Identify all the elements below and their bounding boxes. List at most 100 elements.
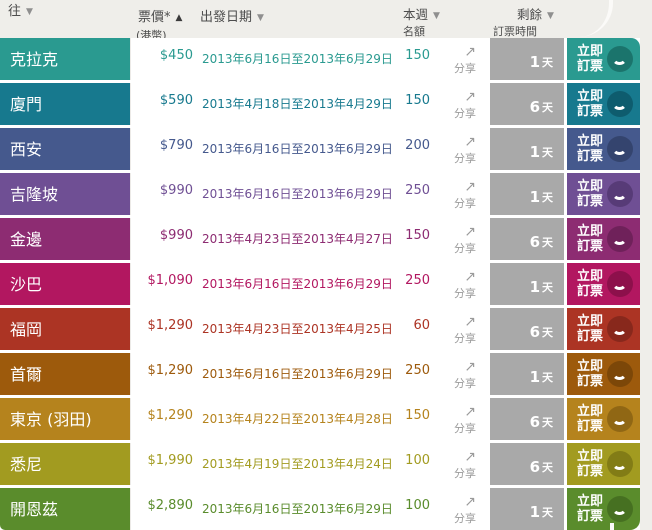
book-circle-icon — [607, 316, 633, 342]
spacer — [393, 47, 405, 80]
book-circle-icon — [607, 496, 633, 522]
price-value: $1,290 — [147, 408, 194, 423]
sort-down-icon: ▼ — [26, 7, 33, 17]
price-value: $790 — [159, 138, 193, 153]
table-header: 往 ▼ 票價* ▲ (港幣) 出發日期 ▼ 本週 ▼ 名額 剩餘 ▼ 訂票時間 — [0, 0, 652, 42]
weekly-quota-value: 150 — [405, 408, 430, 423]
book-now-button[interactable]: 立即 訂票 — [567, 173, 640, 215]
book-now-button[interactable]: 立即 訂票 — [567, 353, 640, 395]
remaining-days-value: 1 — [529, 143, 540, 161]
book-now-button[interactable]: 立即 訂票 — [567, 83, 640, 125]
price-value: $2,890 — [147, 498, 194, 513]
share-label: 分享 — [454, 422, 476, 435]
spacer — [393, 452, 405, 485]
day-unit-label: 天 — [542, 56, 553, 69]
remaining-days-value: 1 — [529, 503, 540, 521]
smile-arc-icon — [612, 51, 627, 65]
fare-details: $1,090 2013年6月16日至2013年6月29日 250 ↗ 分享 — [130, 263, 490, 305]
book-now-button[interactable]: 立即 訂票 — [567, 398, 640, 440]
smile-arc-icon — [612, 321, 627, 335]
share-arrow-icon: ↗ — [464, 89, 476, 105]
remaining-days-value: 6 — [529, 458, 540, 476]
remaining-days-value: 6 — [529, 233, 540, 251]
book-now-button[interactable]: 立即 訂票 — [567, 443, 640, 485]
book-circle-icon — [607, 271, 633, 297]
share-link[interactable]: ↗ 分享 — [446, 225, 476, 260]
destination-cell: 西安 — [0, 128, 130, 170]
column-label: 剩餘 — [517, 7, 543, 22]
fare-details: $1,990 2013年4月19日至2013年4月24日 100 ↗ 分享 — [130, 443, 490, 485]
price-value: $1,290 — [147, 318, 194, 333]
day-unit-label: 天 — [542, 146, 553, 159]
fare-details: $990 2013年4月23日至2013年4月27日 150 ↗ 分享 — [130, 218, 490, 260]
book-now-button[interactable]: 立即 訂票 — [567, 38, 640, 80]
share-arrow-icon: ↗ — [464, 449, 476, 465]
share-link[interactable]: ↗ 分享 — [446, 359, 476, 395]
column-gap — [564, 443, 567, 485]
column-label: 往 — [8, 4, 22, 19]
book-now-button[interactable]: 立即 訂票 — [567, 218, 640, 260]
remaining-days-value: 1 — [529, 278, 540, 296]
spacer — [393, 272, 405, 305]
share-link[interactable]: ↗ 分享 — [446, 494, 476, 530]
day-unit-label: 天 — [542, 416, 553, 429]
spacer — [393, 317, 414, 350]
fare-row: 克拉克 $450 2013年6月16日至2013年6月29日 150 ↗ 分享 … — [0, 38, 640, 80]
departure-date-range: 2013年4月23日至2013年4月25日 — [202, 321, 393, 336]
column-sublabel: 訂票時間 — [493, 25, 537, 38]
column-header-weekly-quota[interactable]: 本週 ▼ 名額 — [403, 4, 440, 39]
fare-row: 廈門 $590 2013年4月18日至2013年4月29日 150 ↗ 分享 6… — [0, 83, 640, 125]
weekly-quota-value: 60 — [413, 318, 430, 333]
remaining-days-value: 1 — [529, 368, 540, 386]
share-link[interactable]: ↗ 分享 — [446, 315, 476, 350]
share-link[interactable]: ↗ 分享 — [446, 449, 476, 485]
share-arrow-icon: ↗ — [464, 44, 476, 60]
spacer — [393, 497, 405, 530]
share-link[interactable]: ↗ 分享 — [446, 405, 476, 440]
share-link[interactable]: ↗ 分享 — [446, 270, 476, 305]
price-value: $1,990 — [147, 453, 194, 468]
book-circle-icon — [607, 406, 633, 432]
day-unit-label: 天 — [542, 326, 553, 339]
share-label: 分享 — [454, 467, 476, 480]
column-label: 本週 — [403, 7, 429, 22]
book-now-button[interactable]: 立即 訂票 — [567, 308, 640, 350]
book-now-button[interactable]: 立即 訂票 — [567, 263, 640, 305]
fare-details: $450 2013年6月16日至2013年6月29日 150 ↗ 分享 — [130, 38, 490, 80]
share-link[interactable]: ↗ 分享 — [446, 89, 476, 125]
departure-date-range: 2013年4月19日至2013年4月24日 — [202, 456, 393, 471]
share-arrow-icon: ↗ — [464, 179, 476, 195]
remaining-days-value: 6 — [529, 413, 540, 431]
sort-down-icon: ▼ — [547, 11, 554, 21]
column-header-remaining-time[interactable]: 剩餘 ▼ 訂票時間 — [493, 4, 554, 39]
share-label: 分享 — [454, 197, 476, 210]
share-arrow-icon: ↗ — [464, 359, 476, 375]
destination-cell: 克拉克 — [0, 38, 130, 80]
share-link[interactable]: ↗ 分享 — [446, 179, 476, 215]
fare-details: $990 2013年6月16日至2013年6月29日 250 ↗ 分享 — [130, 173, 490, 215]
share-link[interactable]: ↗ 分享 — [446, 44, 476, 80]
column-sublabel: 名額 — [403, 25, 425, 38]
book-circle-icon — [607, 181, 633, 207]
column-header-departure-date[interactable]: 出發日期 ▼ — [200, 6, 264, 25]
share-label: 分享 — [454, 152, 476, 165]
book-now-button[interactable]: 立即 訂票 — [567, 488, 640, 530]
column-label: 票價* — [138, 10, 171, 25]
destination-cell: 首爾 — [0, 353, 130, 395]
weekly-quota-value: 150 — [405, 93, 430, 108]
share-arrow-icon: ↗ — [464, 494, 476, 510]
book-now-label: 立即 訂票 — [577, 44, 604, 74]
column-header-to[interactable]: 往 ▼ — [8, 0, 33, 19]
departure-date-range: 2013年6月16日至2013年6月29日 — [202, 276, 393, 291]
share-link[interactable]: ↗ 分享 — [446, 135, 476, 170]
fare-row: 金邊 $990 2013年4月23日至2013年4月27日 150 ↗ 分享 6… — [0, 218, 640, 260]
departure-date-range: 2013年4月22日至2013年4月28日 — [202, 411, 393, 426]
remaining-days-value: 1 — [529, 188, 540, 206]
destination-cell: 吉隆坡 — [0, 173, 130, 215]
share-label: 分享 — [454, 62, 476, 75]
book-now-button[interactable]: 立即 訂票 — [567, 128, 640, 170]
book-now-label: 立即 訂票 — [577, 494, 604, 524]
